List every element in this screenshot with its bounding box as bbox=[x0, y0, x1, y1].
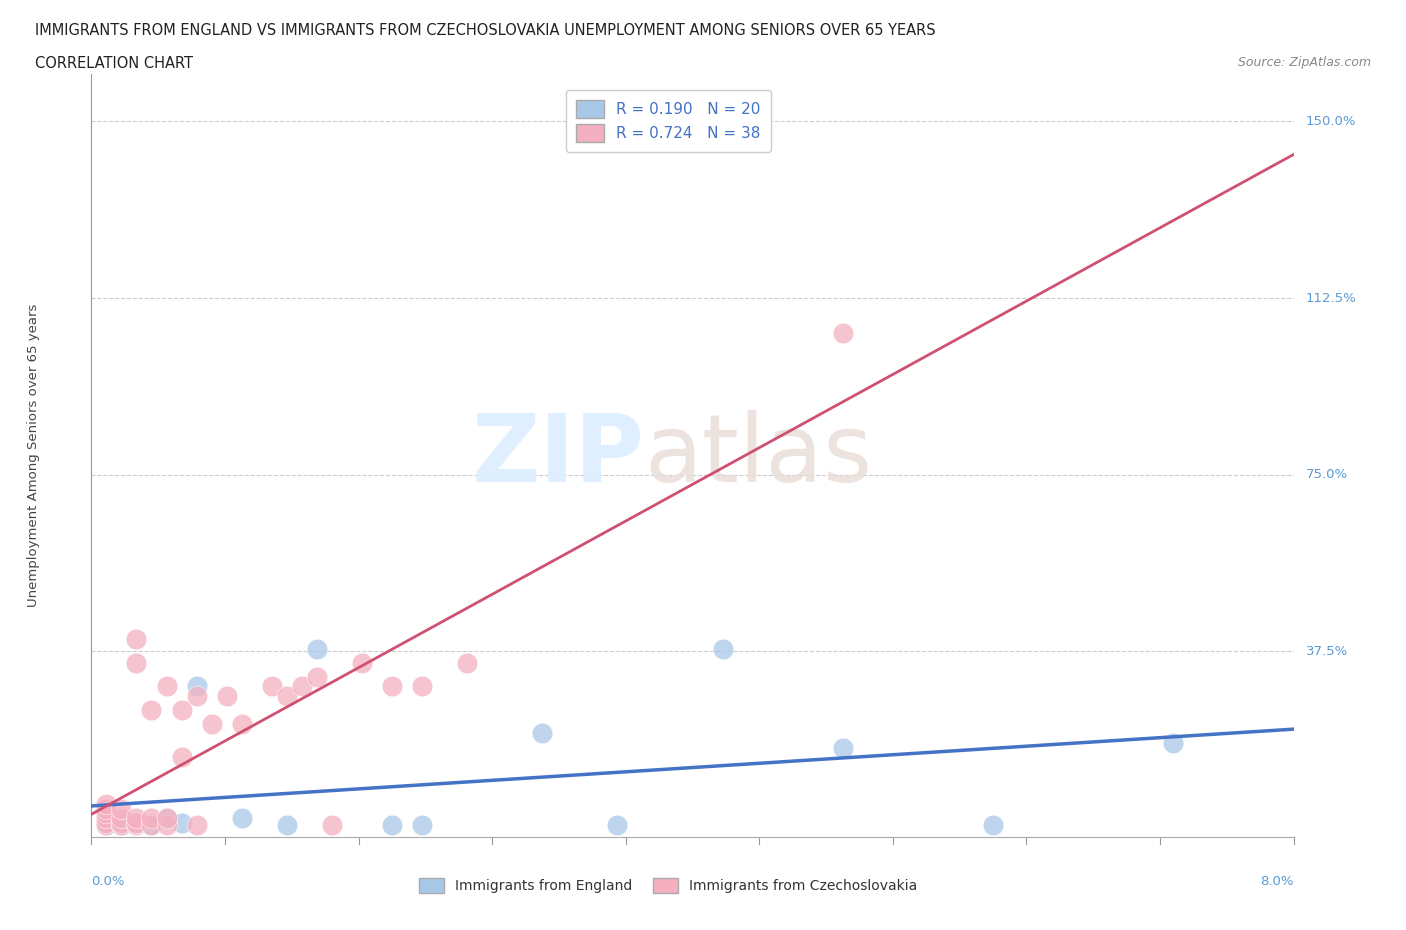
Text: 0.0%: 0.0% bbox=[91, 874, 125, 887]
Point bbox=[96, 802, 118, 817]
Point bbox=[96, 806, 118, 821]
Text: 37.5%: 37.5% bbox=[1306, 644, 1348, 658]
Point bbox=[186, 817, 208, 832]
Point bbox=[381, 679, 404, 694]
Point bbox=[110, 811, 132, 826]
Point bbox=[125, 816, 148, 830]
Point bbox=[125, 656, 148, 671]
Text: IMMIGRANTS FROM ENGLAND VS IMMIGRANTS FROM CZECHOSLOVAKIA UNEMPLOYMENT AMONG SEN: IMMIGRANTS FROM ENGLAND VS IMMIGRANTS FR… bbox=[35, 23, 936, 38]
Point bbox=[141, 702, 163, 717]
Point bbox=[96, 817, 118, 832]
Point bbox=[110, 813, 132, 828]
Point bbox=[411, 679, 433, 694]
Point bbox=[260, 679, 283, 694]
Point bbox=[1161, 736, 1184, 751]
Point bbox=[110, 802, 132, 817]
Point bbox=[110, 817, 132, 832]
Point bbox=[231, 717, 253, 732]
Point bbox=[276, 688, 298, 703]
Point bbox=[456, 656, 478, 671]
Point bbox=[291, 679, 314, 694]
Point bbox=[350, 656, 373, 671]
Point bbox=[170, 816, 193, 830]
Point bbox=[110, 816, 132, 830]
Point bbox=[831, 740, 853, 755]
Point bbox=[305, 670, 328, 684]
Point bbox=[96, 797, 118, 812]
Point bbox=[186, 688, 208, 703]
Point bbox=[141, 811, 163, 826]
Point bbox=[141, 817, 163, 832]
Point bbox=[96, 816, 118, 830]
Text: 75.0%: 75.0% bbox=[1306, 468, 1348, 481]
Point bbox=[411, 817, 433, 832]
Point bbox=[276, 817, 298, 832]
Point bbox=[321, 817, 343, 832]
Point bbox=[215, 688, 238, 703]
Point bbox=[305, 642, 328, 657]
Point bbox=[155, 679, 177, 694]
Point bbox=[170, 750, 193, 764]
Point bbox=[125, 811, 148, 826]
Point bbox=[831, 326, 853, 340]
Point bbox=[155, 817, 177, 832]
Point bbox=[96, 811, 118, 826]
Point bbox=[170, 702, 193, 717]
Point bbox=[155, 811, 177, 826]
Text: 112.5%: 112.5% bbox=[1306, 291, 1357, 304]
Point bbox=[96, 816, 118, 830]
Point bbox=[155, 811, 177, 826]
Legend: Immigrants from England, Immigrants from Czechoslovakia: Immigrants from England, Immigrants from… bbox=[413, 872, 924, 898]
Point bbox=[381, 817, 404, 832]
Point bbox=[141, 817, 163, 832]
Text: 150.0%: 150.0% bbox=[1306, 115, 1355, 128]
Point bbox=[606, 817, 628, 832]
Point bbox=[711, 642, 734, 657]
Point bbox=[231, 811, 253, 826]
Text: 8.0%: 8.0% bbox=[1260, 874, 1294, 887]
Point bbox=[981, 817, 1004, 832]
Point bbox=[96, 817, 118, 832]
Text: Unemployment Among Seniors over 65 years: Unemployment Among Seniors over 65 years bbox=[27, 304, 41, 607]
Point bbox=[125, 817, 148, 832]
Text: atlas: atlas bbox=[644, 410, 873, 501]
Point bbox=[110, 817, 132, 832]
Point bbox=[125, 631, 148, 646]
Text: ZIP: ZIP bbox=[471, 410, 644, 501]
Point bbox=[201, 717, 224, 732]
Text: Source: ZipAtlas.com: Source: ZipAtlas.com bbox=[1237, 56, 1371, 69]
Point bbox=[125, 816, 148, 830]
Point bbox=[186, 679, 208, 694]
Text: CORRELATION CHART: CORRELATION CHART bbox=[35, 56, 193, 71]
Point bbox=[531, 726, 554, 741]
